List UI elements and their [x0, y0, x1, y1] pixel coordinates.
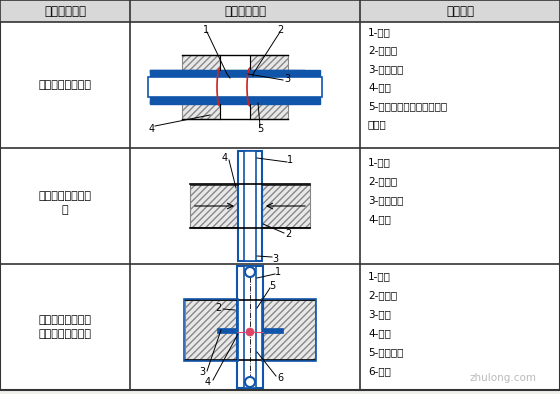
Text: 5: 5: [257, 124, 263, 134]
Bar: [244, 266, 256, 388]
Bar: [0, 0, 560, 22]
Text: 2-钢套管: 2-钢套管: [368, 290, 397, 300]
Bar: [238, 184, 244, 228]
Text: 1: 1: [287, 155, 293, 165]
Bar: [150, 101, 205, 104]
Bar: [263, 327, 283, 333]
Text: 1: 1: [203, 25, 209, 35]
Text: 穿有防水要求的楼
板（如卫生间等）: 穿有防水要求的楼 板（如卫生间等）: [39, 314, 91, 339]
Circle shape: [245, 377, 255, 387]
Text: 4-隔墙: 4-隔墙: [368, 82, 391, 93]
Text: 5-不锈钢装饰板（明露管道: 5-不锈钢装饰板（明露管道: [368, 101, 447, 111]
Text: 1-钢管: 1-钢管: [368, 27, 391, 37]
Bar: [190, 184, 238, 228]
Text: 穿无防水要求的楼
板: 穿无防水要求的楼 板: [39, 191, 91, 216]
Bar: [185, 300, 237, 360]
Bar: [237, 300, 244, 360]
Text: 2: 2: [277, 25, 283, 35]
Text: 2: 2: [285, 229, 291, 239]
Text: 3: 3: [199, 367, 205, 377]
Text: 6: 6: [277, 373, 283, 383]
Text: 1: 1: [275, 267, 281, 277]
Bar: [184, 299, 238, 361]
Text: 1-钢管: 1-钢管: [368, 157, 391, 167]
Text: zhulong.com: zhulong.com: [470, 373, 537, 383]
Text: 4: 4: [149, 124, 155, 134]
Bar: [238, 151, 262, 261]
Text: 5: 5: [269, 281, 275, 291]
Text: 套管安装样图: 套管安装样图: [224, 4, 266, 17]
Bar: [220, 70, 250, 77]
Text: 适用）: 适用）: [368, 119, 387, 130]
Text: 6-油麻: 6-油麻: [368, 366, 391, 376]
Circle shape: [245, 267, 255, 277]
Text: 2-钢套管: 2-钢套管: [368, 176, 397, 186]
Bar: [250, 55, 288, 119]
Text: 4-楼板: 4-楼板: [368, 214, 391, 224]
Bar: [256, 300, 263, 360]
Text: 1-钢管: 1-钢管: [368, 271, 391, 281]
Bar: [262, 184, 310, 228]
Bar: [148, 77, 322, 97]
Bar: [182, 55, 220, 119]
Bar: [220, 97, 250, 104]
Text: 4: 4: [205, 377, 211, 387]
Bar: [150, 70, 205, 73]
Bar: [217, 327, 237, 333]
Text: 2-钢套管: 2-钢套管: [368, 45, 397, 56]
Text: 3: 3: [272, 254, 278, 264]
Bar: [262, 299, 316, 361]
Bar: [250, 70, 305, 73]
Text: 2: 2: [215, 303, 221, 313]
Text: 3: 3: [284, 74, 290, 84]
Text: 4: 4: [222, 153, 228, 163]
Bar: [244, 151, 256, 261]
Bar: [263, 300, 315, 360]
Bar: [150, 70, 320, 104]
Text: 3-翼环: 3-翼环: [368, 309, 391, 319]
Text: 套管安装位置: 套管安装位置: [44, 4, 86, 17]
Bar: [250, 101, 305, 104]
Circle shape: [246, 328, 254, 336]
Bar: [237, 266, 263, 388]
Text: 3-密封填料: 3-密封填料: [368, 195, 403, 205]
Text: 3-密封填料: 3-密封填料: [368, 64, 403, 74]
Bar: [256, 184, 262, 228]
Text: 4-挡圈: 4-挡圈: [368, 328, 391, 338]
Text: 符号说明: 符号说明: [446, 4, 474, 17]
Text: 5-石棉水泥: 5-石棉水泥: [368, 347, 403, 357]
Text: 穿建筑内隔墙套管: 穿建筑内隔墙套管: [39, 80, 91, 90]
